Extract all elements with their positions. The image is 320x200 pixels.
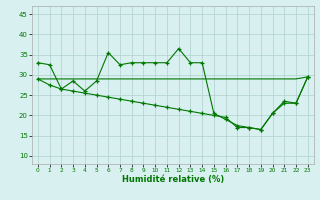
X-axis label: Humidité relative (%): Humidité relative (%) [122,175,224,184]
